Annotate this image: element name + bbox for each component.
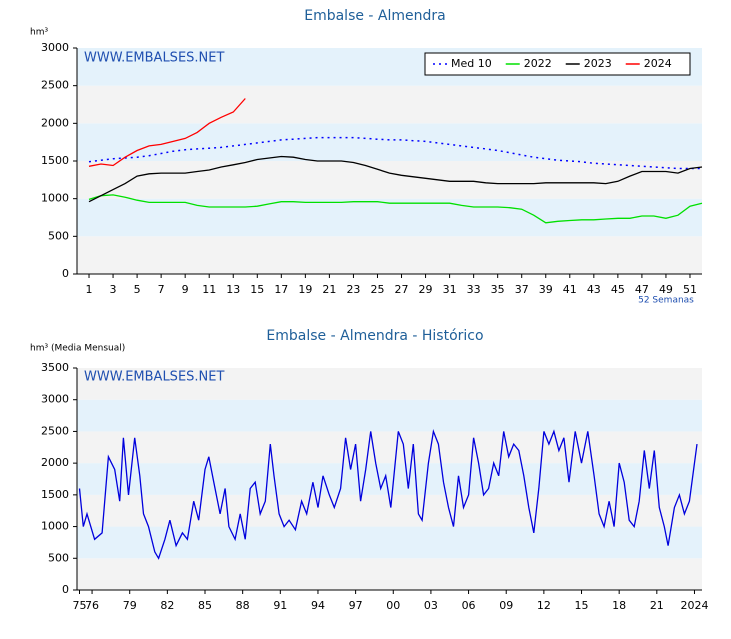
x-tick-label: 41 [563,283,577,296]
y-tick-label: 2000 [41,116,69,129]
band [77,431,702,464]
y-tick-label: 1000 [41,520,69,533]
y-axis-label: hm³ [30,28,48,38]
band [77,85,702,124]
x-tick-label: 19 [298,283,312,296]
x-tick-label: 11 [202,283,216,296]
band [77,236,702,274]
series-line [78,428,698,560]
watermark: WWW.EMBALSES.NET [84,370,224,385]
x-tick-label: 88 [236,599,250,612]
legend-label: 2024 [644,57,672,70]
watermark: WWW.EMBALSES.NET [84,51,224,66]
x-tick-label: 3 [110,283,117,296]
x-tick-label: 7 [158,283,165,296]
band [77,368,702,400]
chart: Embalse - Almendra hm³ 52 Semanas WWW.EMBAL… [30,8,703,306]
x-tick-label: 91 [273,599,287,612]
x-tick-label: 15 [250,283,264,296]
x-tick-label: 17 [274,283,288,296]
y-tick-label: 0 [62,267,69,280]
x-tick-label: 75 [73,599,87,612]
y-tick-label: 500 [48,551,69,564]
x-tick-label: 2024 [680,599,708,612]
x-tick-label: 27 [395,283,409,296]
band [77,198,702,237]
x-tick-label: 9 [182,283,189,296]
chart: Embalse - Almendra - Histórico hm³ (Media… [30,328,708,612]
band [77,123,702,161]
series-line [88,194,703,224]
y-tick-label: 3000 [41,393,69,406]
y-tick-label: 3500 [41,361,69,374]
y-tick-label: 1500 [41,154,69,167]
x-tick-label: 06 [462,599,476,612]
y-tick-label: 2500 [41,424,69,437]
x-tick-label: 45 [611,283,625,296]
series-line [88,136,702,170]
x-tick-label: 49 [659,283,673,296]
x-tick-label: 5 [134,283,141,296]
band [77,161,702,199]
y-tick-label: 1500 [41,488,69,501]
x-tick-label: 85 [198,599,212,612]
x-tick-label: 82 [160,599,174,612]
x-tick-label: 97 [349,599,363,612]
y-tick-label: 2500 [41,79,69,92]
x-tick-label: 37 [515,283,529,296]
x-tick-label: 09 [499,599,513,612]
y-axis-label: hm³ (Media Mensual) [30,344,125,354]
chart-title: Embalse - Almendra - Histórico [266,328,483,344]
x-tick-label: 18 [612,599,626,612]
x-tick-label: 31 [443,283,457,296]
band [77,399,702,432]
x-tick-label: 33 [467,283,481,296]
x-tick-label: 43 [587,283,601,296]
legend-box [424,52,691,76]
legend-label: 2022 [524,57,552,70]
x-tick-label: 23 [346,283,360,296]
x-tick-label: 1 [86,283,93,296]
y-tick-label: 0 [62,583,69,596]
x-tick-label: 21 [322,283,336,296]
y-tick-label: 2000 [41,456,69,469]
x-tick-label: 51 [683,283,697,296]
y-tick-label: 500 [48,229,69,242]
x-tick-label: 25 [370,283,384,296]
band [77,526,702,559]
band [77,558,702,590]
chart-title: Embalse - Almendra [304,8,446,24]
x-tick-label: 79 [123,599,137,612]
y-tick-label: 3000 [41,41,69,54]
series-line [88,155,703,203]
series-line [88,98,246,167]
x-tick-label: 47 [635,283,649,296]
x-tick-label: 39 [539,283,553,296]
x-axis-label: 52 Semanas [638,296,694,306]
band [77,463,702,495]
x-tick-label: 94 [311,599,325,612]
y-tick-label: 1000 [41,192,69,205]
x-tick-label: 12 [537,599,551,612]
legend-label: 2023 [584,57,612,70]
x-tick-label: 21 [650,599,664,612]
x-tick-label: 13 [226,283,240,296]
x-tick-label: 00 [386,599,400,612]
x-tick-label: 15 [575,599,589,612]
x-tick-label: 35 [491,283,505,296]
x-tick-label: 03 [424,599,438,612]
x-tick-label: 76 [85,599,99,612]
legend-label: Med 10 [451,57,492,70]
x-tick-label: 29 [419,283,433,296]
